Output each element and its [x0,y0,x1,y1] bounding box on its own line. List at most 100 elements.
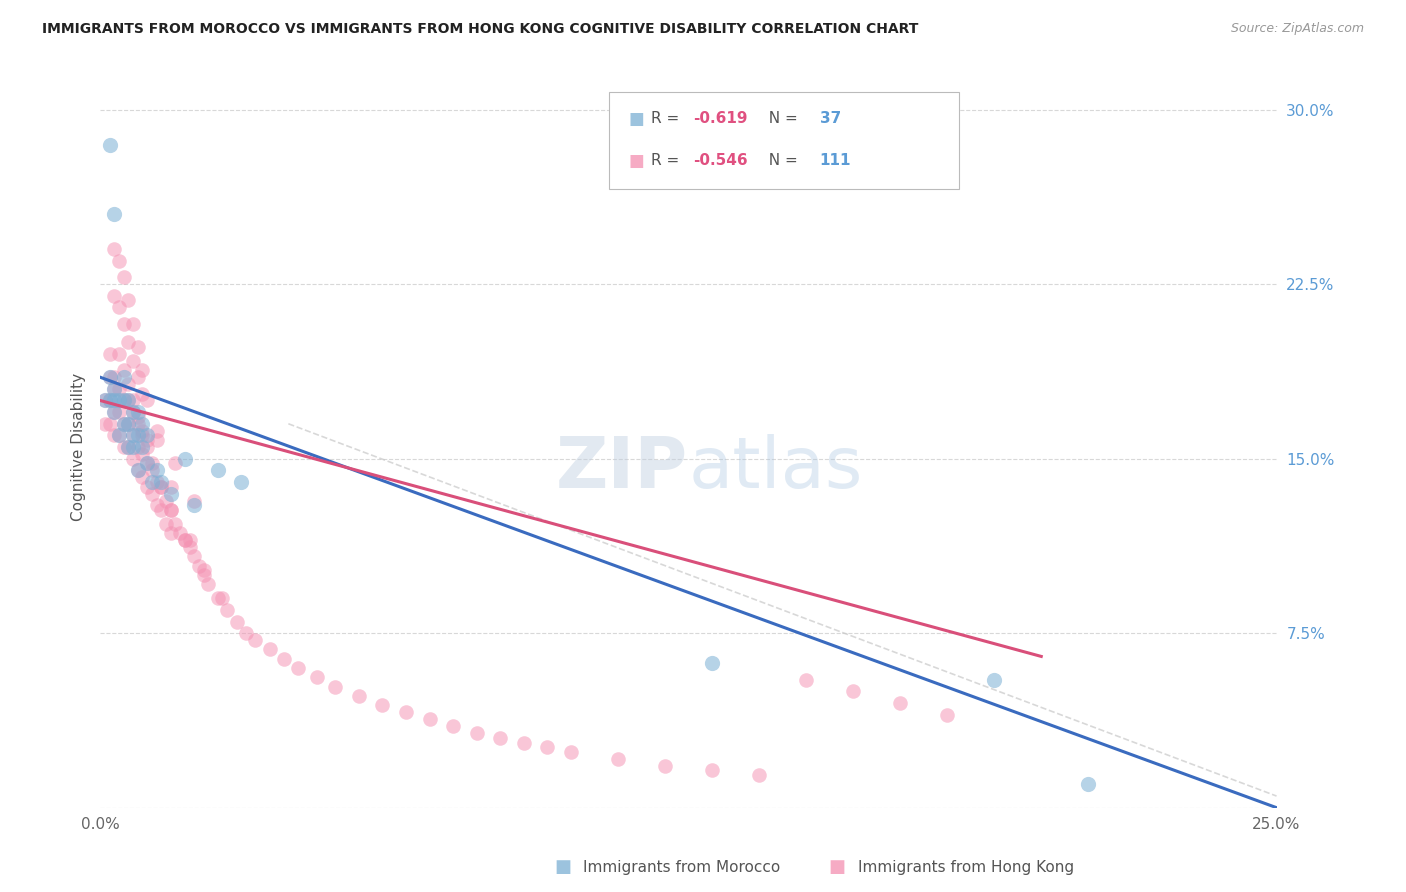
Point [112,393,135,408]
Point [98,417,121,431]
Point [127,370,149,384]
Point [108,382,131,396]
Point [141,475,163,489]
Text: ■: ■ [628,110,644,128]
Point [187,558,209,573]
Point [112,270,135,285]
Point [889,696,911,710]
Point [441,719,464,733]
Point [842,684,865,698]
Point [183,498,205,512]
Point [347,689,370,703]
Point [108,393,131,408]
Point [325,680,347,694]
Point [231,475,253,489]
Text: ■: ■ [554,858,571,876]
Point [103,405,125,419]
Point [207,463,229,477]
Point [179,533,201,547]
Point [371,698,394,713]
Point [165,456,187,470]
Point [108,347,131,361]
Point [145,475,167,489]
Point [112,370,135,384]
Point [131,417,153,431]
Text: Immigrants from Morocco: Immigrants from Morocco [583,860,780,874]
Point [127,463,149,477]
Point [117,417,139,431]
Point [145,463,167,477]
Point [98,370,121,384]
Point [179,540,201,554]
Point [122,354,145,368]
Point [418,712,440,726]
Point [225,615,247,629]
Point [654,759,676,773]
Point [122,428,145,442]
Point [131,440,153,454]
Point [489,731,512,745]
Point [211,591,233,606]
Point [108,253,131,268]
Point [127,405,149,419]
Point [273,652,295,666]
Point [127,463,149,477]
Point [94,417,117,431]
Point [136,456,159,470]
Point [173,533,195,547]
Point [112,417,135,431]
Text: ■: ■ [828,858,845,876]
Point [197,577,219,591]
Point [150,475,173,489]
Point [122,405,145,419]
Point [117,293,139,308]
Point [983,673,1005,687]
Point [700,764,723,778]
Point [103,428,125,442]
Point [108,301,131,315]
Point [193,568,215,582]
Point [112,317,135,331]
Point [155,516,177,531]
Point [183,493,205,508]
Point [117,393,139,408]
Point [117,377,139,392]
Point [117,417,139,431]
Point [259,642,281,657]
Text: N =: N = [759,112,803,126]
Point [159,486,181,500]
Point [748,768,770,782]
Point [145,424,167,438]
Point [536,740,558,755]
Text: N =: N = [759,153,803,168]
Point [103,207,125,221]
Point [103,393,125,408]
Point [305,670,328,684]
Text: ZIP: ZIP [557,434,689,503]
Point [512,735,534,749]
Point [165,516,187,531]
Point [103,382,125,396]
Point [207,591,229,606]
Text: -0.619: -0.619 [693,112,748,126]
Point [136,440,159,454]
Point [150,479,173,493]
Y-axis label: Cognitive Disability: Cognitive Disability [72,373,86,521]
Point [169,526,191,541]
Text: R =: R = [651,112,685,126]
Point [1077,777,1099,791]
Point [112,363,135,377]
Point [98,137,121,152]
Point [112,417,135,431]
Text: ■: ■ [628,152,644,169]
Point [127,409,149,424]
Point [131,363,153,377]
Point [98,393,121,408]
Point [141,456,163,470]
Point [103,289,125,303]
Point [245,633,267,648]
Point [117,393,139,408]
Point [103,405,125,419]
Point [122,393,145,408]
Point [127,340,149,354]
